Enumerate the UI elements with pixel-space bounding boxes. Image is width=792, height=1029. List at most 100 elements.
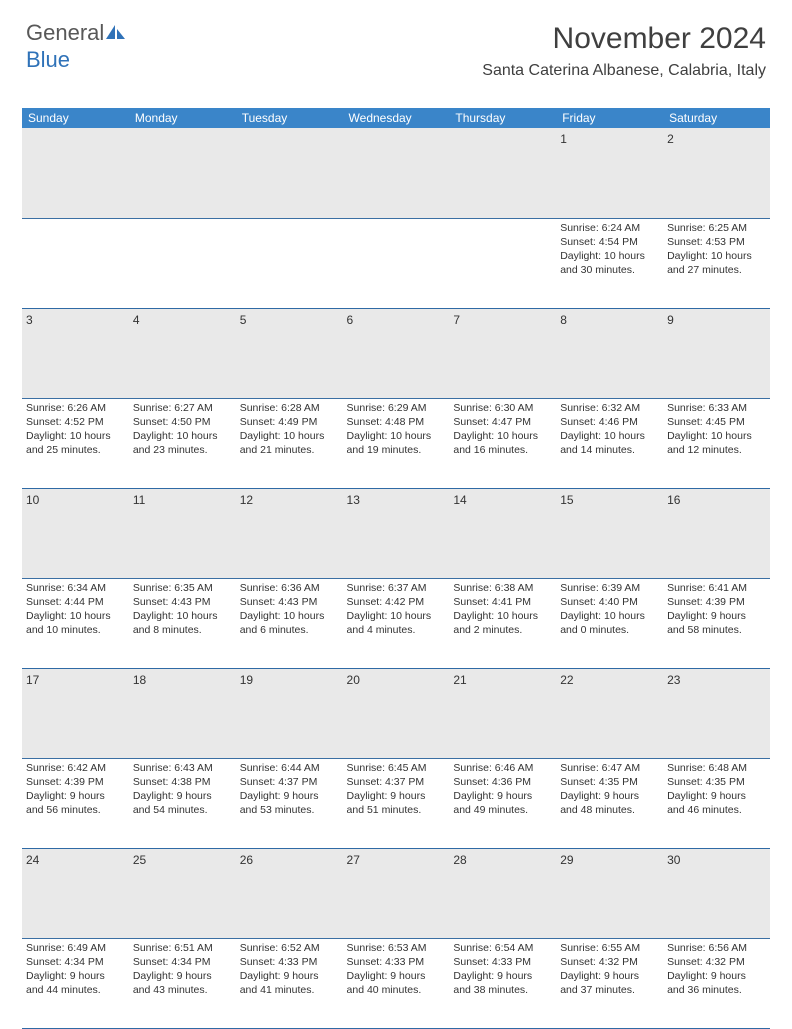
sunset-text: Sunset: 4:41 PM: [453, 595, 552, 609]
sunrise-text: Sunrise: 6:49 AM: [26, 941, 125, 955]
sunrise-text: Sunrise: 6:35 AM: [133, 581, 232, 595]
daynum-cell: 30: [663, 848, 770, 938]
sunset-text: Sunset: 4:42 PM: [347, 595, 446, 609]
day-cell: [449, 218, 556, 308]
day-details: Sunrise: 6:36 AMSunset: 4:43 PMDaylight:…: [240, 581, 339, 638]
daynum-cell: 21: [449, 668, 556, 758]
day-number: 2: [667, 132, 674, 146]
day-number: 9: [667, 313, 674, 327]
title-block: November 2024 Santa Caterina Albanese, C…: [482, 22, 766, 80]
day-cell: Sunrise: 6:33 AMSunset: 4:45 PMDaylight:…: [663, 398, 770, 488]
daynum-cell: 4: [129, 308, 236, 398]
sunrise-text: Sunrise: 6:33 AM: [667, 401, 766, 415]
sunrise-text: Sunrise: 6:41 AM: [667, 581, 766, 595]
daylight-text: Daylight: 10 hours and 23 minutes.: [133, 429, 232, 457]
day-number: 1: [560, 132, 567, 146]
daylight-text: Daylight: 10 hours and 14 minutes.: [560, 429, 659, 457]
day-cell: Sunrise: 6:38 AMSunset: 4:41 PMDaylight:…: [449, 578, 556, 668]
daynum-cell: 25: [129, 848, 236, 938]
day-details: Sunrise: 6:44 AMSunset: 4:37 PMDaylight:…: [240, 761, 339, 818]
daynum-cell: 10: [22, 488, 129, 578]
logo-text-blue: Blue: [26, 47, 70, 72]
sunset-text: Sunset: 4:43 PM: [133, 595, 232, 609]
sunrise-text: Sunrise: 6:42 AM: [26, 761, 125, 775]
week-row: Sunrise: 6:24 AMSunset: 4:54 PMDaylight:…: [22, 218, 770, 308]
day-cell: Sunrise: 6:36 AMSunset: 4:43 PMDaylight:…: [236, 578, 343, 668]
day-number: 15: [560, 493, 573, 507]
daynum-cell: 1: [556, 128, 663, 218]
sunset-text: Sunset: 4:37 PM: [240, 775, 339, 789]
sunset-text: Sunset: 4:49 PM: [240, 415, 339, 429]
daylight-text: Daylight: 10 hours and 21 minutes.: [240, 429, 339, 457]
calendar-table: Sunday Monday Tuesday Wednesday Thursday…: [22, 108, 770, 1029]
sunset-text: Sunset: 4:54 PM: [560, 235, 659, 249]
daylight-text: Daylight: 10 hours and 6 minutes.: [240, 609, 339, 637]
sunrise-text: Sunrise: 6:27 AM: [133, 401, 232, 415]
sunset-text: Sunset: 4:35 PM: [560, 775, 659, 789]
sunrise-text: Sunrise: 6:46 AM: [453, 761, 552, 775]
weekday-header: Sunday: [22, 108, 129, 128]
daylight-text: Daylight: 9 hours and 38 minutes.: [453, 969, 552, 997]
day-number: 6: [347, 313, 354, 327]
daylight-text: Daylight: 10 hours and 16 minutes.: [453, 429, 552, 457]
daylight-text: Daylight: 10 hours and 10 minutes.: [26, 609, 125, 637]
daylight-text: Daylight: 9 hours and 53 minutes.: [240, 789, 339, 817]
sunrise-text: Sunrise: 6:28 AM: [240, 401, 339, 415]
week-row: Sunrise: 6:34 AMSunset: 4:44 PMDaylight:…: [22, 578, 770, 668]
day-details: Sunrise: 6:29 AMSunset: 4:48 PMDaylight:…: [347, 401, 446, 458]
daylight-text: Daylight: 9 hours and 44 minutes.: [26, 969, 125, 997]
day-number: 19: [240, 673, 253, 687]
day-details: Sunrise: 6:25 AMSunset: 4:53 PMDaylight:…: [667, 221, 766, 278]
daylight-text: Daylight: 9 hours and 58 minutes.: [667, 609, 766, 637]
sunrise-text: Sunrise: 6:47 AM: [560, 761, 659, 775]
daynum-cell: 22: [556, 668, 663, 758]
daynum-cell: 13: [343, 488, 450, 578]
sunset-text: Sunset: 4:52 PM: [26, 415, 125, 429]
daynum-cell: [449, 128, 556, 218]
day-details: Sunrise: 6:32 AMSunset: 4:46 PMDaylight:…: [560, 401, 659, 458]
day-number: 5: [240, 313, 247, 327]
weekday-header: Saturday: [663, 108, 770, 128]
day-number: 22: [560, 673, 573, 687]
day-number: 30: [667, 853, 680, 867]
sunset-text: Sunset: 4:32 PM: [560, 955, 659, 969]
day-cell: Sunrise: 6:34 AMSunset: 4:44 PMDaylight:…: [22, 578, 129, 668]
sunset-text: Sunset: 4:45 PM: [667, 415, 766, 429]
day-number: 7: [453, 313, 460, 327]
sunset-text: Sunset: 4:32 PM: [667, 955, 766, 969]
sunset-text: Sunset: 4:44 PM: [26, 595, 125, 609]
day-number: 23: [667, 673, 680, 687]
daylight-text: Daylight: 10 hours and 0 minutes.: [560, 609, 659, 637]
daynum-cell: [129, 128, 236, 218]
day-cell: [129, 218, 236, 308]
sunset-text: Sunset: 4:34 PM: [26, 955, 125, 969]
daynum-cell: 5: [236, 308, 343, 398]
day-details: Sunrise: 6:33 AMSunset: 4:45 PMDaylight:…: [667, 401, 766, 458]
daynum-cell: 24: [22, 848, 129, 938]
day-details: Sunrise: 6:48 AMSunset: 4:35 PMDaylight:…: [667, 761, 766, 818]
daylight-text: Daylight: 9 hours and 48 minutes.: [560, 789, 659, 817]
sunset-text: Sunset: 4:46 PM: [560, 415, 659, 429]
daylight-text: Daylight: 9 hours and 43 minutes.: [133, 969, 232, 997]
week-row: Sunrise: 6:49 AMSunset: 4:34 PMDaylight:…: [22, 938, 770, 1028]
sunrise-text: Sunrise: 6:32 AM: [560, 401, 659, 415]
sunset-text: Sunset: 4:35 PM: [667, 775, 766, 789]
sunset-text: Sunset: 4:39 PM: [26, 775, 125, 789]
day-number: 25: [133, 853, 146, 867]
sunset-text: Sunset: 4:48 PM: [347, 415, 446, 429]
weekday-header-row: Sunday Monday Tuesday Wednesday Thursday…: [22, 108, 770, 128]
day-details: Sunrise: 6:26 AMSunset: 4:52 PMDaylight:…: [26, 401, 125, 458]
day-number: 3: [26, 313, 33, 327]
daynum-cell: 7: [449, 308, 556, 398]
day-cell: Sunrise: 6:32 AMSunset: 4:46 PMDaylight:…: [556, 398, 663, 488]
day-number: 20: [347, 673, 360, 687]
day-number: 8: [560, 313, 567, 327]
sunrise-text: Sunrise: 6:29 AM: [347, 401, 446, 415]
day-details: Sunrise: 6:51 AMSunset: 4:34 PMDaylight:…: [133, 941, 232, 998]
daylight-text: Daylight: 9 hours and 56 minutes.: [26, 789, 125, 817]
daylight-text: Daylight: 9 hours and 36 minutes.: [667, 969, 766, 997]
daynum-cell: [343, 128, 450, 218]
day-cell: Sunrise: 6:48 AMSunset: 4:35 PMDaylight:…: [663, 758, 770, 848]
day-cell: Sunrise: 6:49 AMSunset: 4:34 PMDaylight:…: [22, 938, 129, 1028]
logo: General Blue: [26, 20, 126, 73]
